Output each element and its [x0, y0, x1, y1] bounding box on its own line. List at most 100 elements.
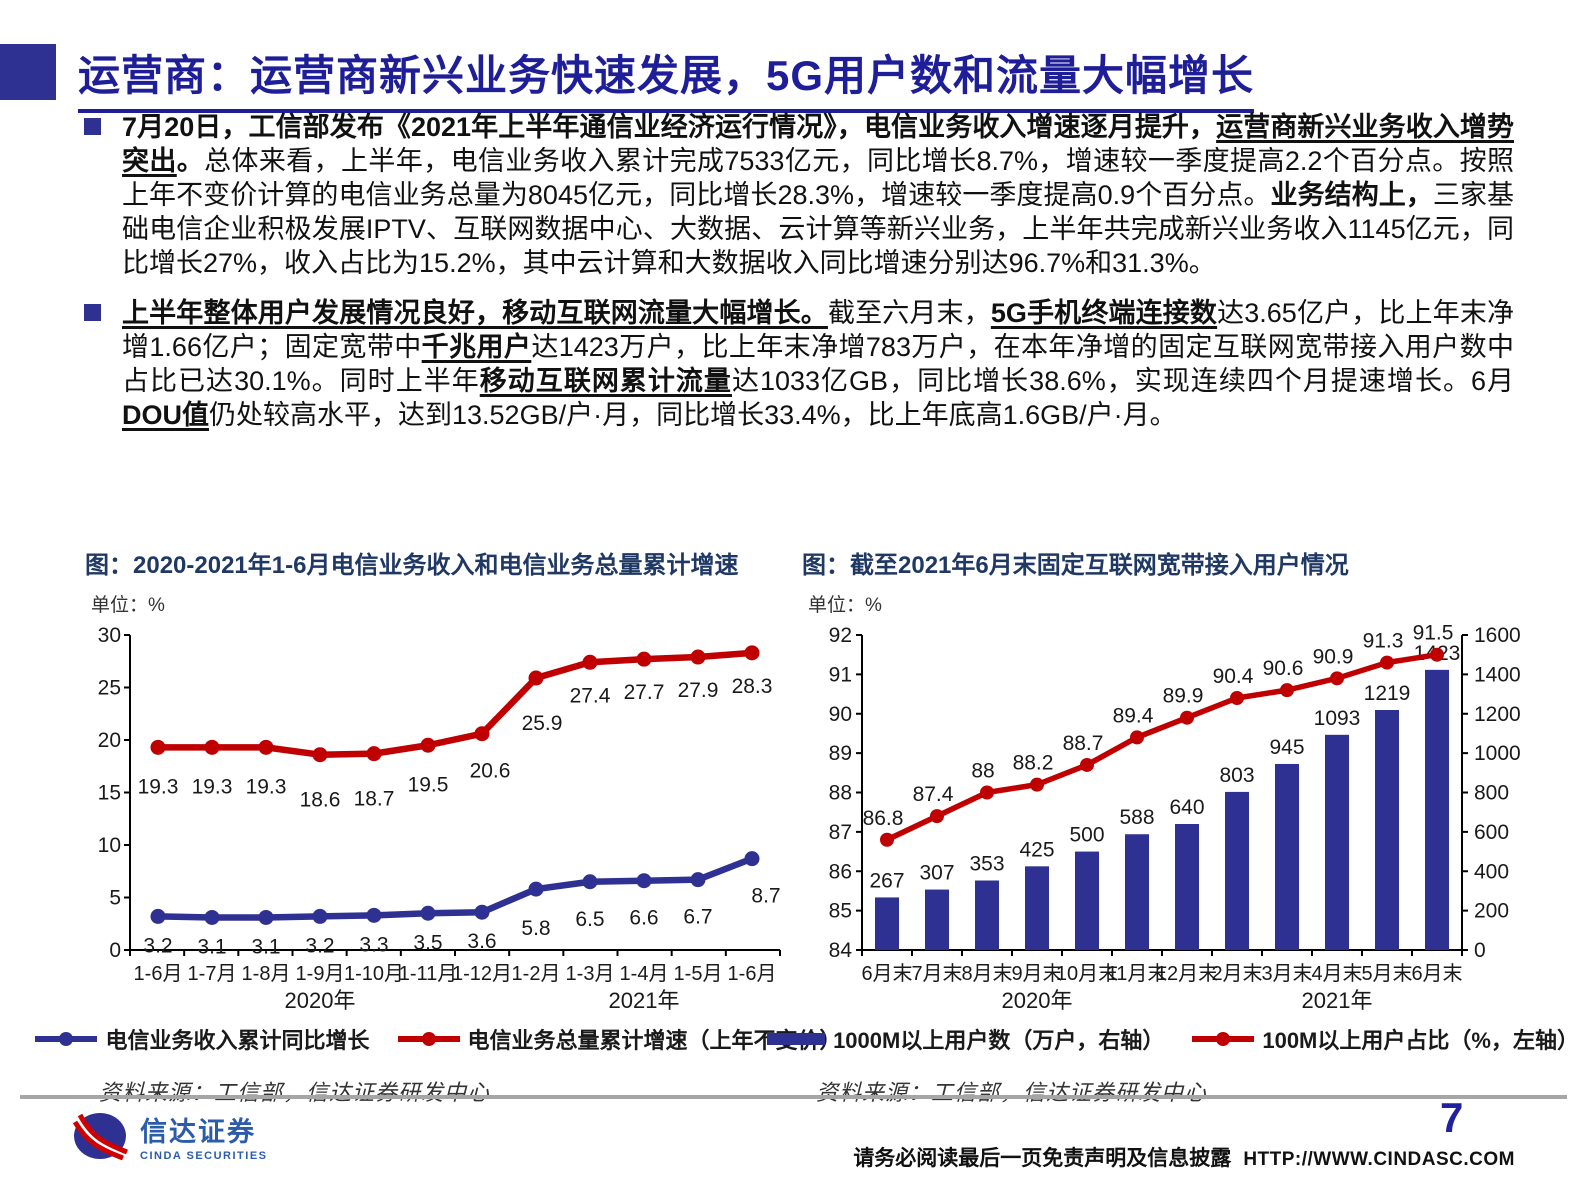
svg-text:0: 0: [1474, 939, 1486, 962]
source-note: 资料来源：工信部，信达证券研发中心: [816, 1080, 1208, 1105]
svg-text:425: 425: [1019, 838, 1054, 861]
svg-text:588: 588: [1119, 806, 1154, 829]
source-note: 资料来源：工信部，信达证券研发中心: [99, 1080, 491, 1105]
bullet-text-segment: 千兆用户: [421, 332, 532, 362]
svg-text:89: 89: [829, 742, 852, 765]
bar-swatch-blue-icon: [767, 1033, 826, 1045]
svg-text:3.1: 3.1: [197, 935, 226, 958]
chart-telecom-growth: 图：2020-2021年1-6月电信业务收入和电信业务总量累计增速 单位：% 0…: [35, 545, 842, 1107]
svg-text:19.3: 19.3: [246, 775, 287, 798]
svg-text:1200: 1200: [1474, 703, 1521, 726]
svg-text:1219: 1219: [1364, 682, 1411, 705]
svg-text:90.4: 90.4: [1213, 665, 1254, 688]
bullet-text-segment: 达1033亿GB，同比增长38.6%，实现连续四个月提速增长。6月: [731, 366, 1515, 396]
svg-text:25: 25: [98, 677, 121, 700]
chart-legend: 1000M以上用户数（万户，右轴） 100M以上用户占比（%，左轴）: [767, 1023, 1579, 1055]
svg-text:30: 30: [98, 624, 121, 647]
svg-text:5月末: 5月末: [1361, 962, 1412, 985]
svg-text:89.9: 89.9: [1163, 685, 1204, 708]
svg-text:87: 87: [829, 821, 852, 844]
legend-label: 1000M以上用户数（万户，右轴）: [833, 1028, 1165, 1053]
svg-text:88: 88: [829, 782, 852, 805]
bullet-text-segment: 仍处较高水平，达到13.52GB/户·月，同比增长33.4%，比上年底高1.6G…: [209, 400, 1177, 430]
bullet-text-segment: 达1423万户，比上年末净增783万户，在本年净增的固定互联网宽带接入用户数中占…: [122, 332, 1514, 396]
bullet-text-segment: 截至六月末，: [827, 298, 991, 328]
svg-text:3.6: 3.6: [467, 930, 496, 953]
svg-text:800: 800: [1474, 782, 1509, 805]
legend-item: 100M以上用户占比（%，左轴）: [1190, 1023, 1579, 1055]
logo-globe-icon: [72, 1113, 128, 1161]
svg-text:92: 92: [829, 624, 852, 647]
svg-text:12月末: 12月末: [1156, 962, 1218, 985]
svg-text:600: 600: [1474, 821, 1509, 844]
svg-text:1-8月: 1-8月: [242, 963, 291, 985]
svg-text:28.3: 28.3: [732, 675, 773, 698]
bullet-text-segment: 移动互联网累计流量: [479, 366, 732, 396]
svg-text:1000: 1000: [1474, 742, 1521, 765]
svg-text:500: 500: [1069, 824, 1104, 847]
svg-text:2021年: 2021年: [609, 988, 680, 1013]
line-marker-blue-icon: [35, 1032, 98, 1046]
svg-text:1400: 1400: [1474, 663, 1521, 686]
svg-text:90: 90: [829, 703, 852, 726]
logo-text: 信达证券 CINDA SECURITIES: [140, 1110, 268, 1162]
svg-text:88.2: 88.2: [1013, 752, 1054, 775]
svg-text:20.6: 20.6: [470, 760, 511, 783]
svg-text:1093: 1093: [1314, 707, 1361, 730]
svg-text:8月末: 8月末: [961, 962, 1012, 985]
bullet-text-segment: 上半年整体用户发展情况良好，移动互联网流量大幅增长。: [122, 298, 828, 328]
svg-text:10月末: 10月末: [1056, 962, 1118, 985]
svg-text:27.9: 27.9: [678, 679, 719, 702]
svg-text:27.7: 27.7: [624, 681, 665, 704]
svg-text:8.7: 8.7: [751, 885, 780, 908]
svg-text:88.7: 88.7: [1063, 732, 1104, 755]
bullet-text-segment: 业务结构上，: [1270, 180, 1433, 210]
svg-text:2021年: 2021年: [1302, 988, 1373, 1013]
unit-label: 单位：%: [808, 595, 882, 616]
svg-text:19.3: 19.3: [192, 775, 233, 798]
svg-text:86: 86: [829, 860, 852, 883]
svg-text:2020年: 2020年: [285, 988, 356, 1013]
logo-text-cn: 信达证券: [140, 1117, 256, 1147]
svg-text:640: 640: [1169, 796, 1204, 819]
svg-text:3.1: 3.1: [251, 935, 280, 958]
svg-text:1-4月: 1-4月: [620, 963, 669, 985]
svg-text:91.5: 91.5: [1413, 622, 1454, 645]
chart-legend: 电信业务收入累计同比增长 电信业务总量累计增速（上年不变价）: [35, 1023, 842, 1055]
svg-text:1-7月: 1-7月: [188, 963, 237, 985]
svg-text:19.5: 19.5: [408, 773, 449, 796]
svg-text:945: 945: [1269, 736, 1304, 759]
svg-text:89.4: 89.4: [1113, 704, 1154, 727]
svg-text:2月末: 2月末: [1211, 962, 1262, 985]
svg-text:353: 353: [969, 853, 1004, 876]
chart-title: 图：2020-2021年1-6月电信业务收入和电信业务总量累计增速: [85, 552, 739, 579]
legend-item: 1000M以上用户数（万户，右轴）: [765, 1023, 1164, 1055]
bullet-text-segment: DOU值: [122, 400, 209, 430]
bullet-text-segment: 总体来看，上半年，电信业务收入累计完成7533亿元，同比增长8.7%，增速较一季…: [122, 146, 1515, 210]
svg-text:5: 5: [109, 887, 121, 910]
line-chart: 0 5 10 15 20 25 30 3.2 3.1 3.1 3.2 3.3 3.5 3.6 5.8 6.5 6…: [98, 624, 781, 1013]
svg-text:5.8: 5.8: [521, 917, 550, 940]
bullet-item: 7月20日，工信部发布《2021年上半年通信业经济运行情况》，电信业务收入增速逐…: [84, 110, 1515, 280]
svg-text:86.8: 86.8: [863, 807, 904, 830]
svg-text:3.5: 3.5: [413, 931, 442, 954]
svg-text:20: 20: [98, 729, 121, 752]
cinda-logo: 信达证券 CINDA SECURITIES: [72, 1108, 268, 1164]
line-marker-red-icon: [1192, 1032, 1255, 1046]
svg-text:1600: 1600: [1474, 624, 1521, 647]
svg-text:15: 15: [98, 782, 121, 805]
svg-text:1-3月: 1-3月: [566, 963, 615, 985]
svg-text:27.4: 27.4: [570, 684, 611, 707]
page-number: 7: [1440, 1094, 1464, 1141]
svg-text:10: 10: [98, 834, 121, 857]
page-title: 运营商：运营商新兴业务快速发展，5G用户数和流量大幅增长: [78, 42, 1255, 113]
svg-text:6.6: 6.6: [629, 907, 658, 930]
svg-text:3.3: 3.3: [359, 933, 388, 956]
svg-text:1-9月: 1-9月: [296, 963, 345, 985]
svg-text:6.5: 6.5: [575, 908, 604, 931]
svg-text:25.9: 25.9: [522, 712, 563, 735]
bullet-marker-icon: [84, 304, 101, 321]
svg-text:4月末: 4月末: [1311, 962, 1362, 985]
legend-label: 电信业务收入累计同比增长: [105, 1028, 370, 1053]
